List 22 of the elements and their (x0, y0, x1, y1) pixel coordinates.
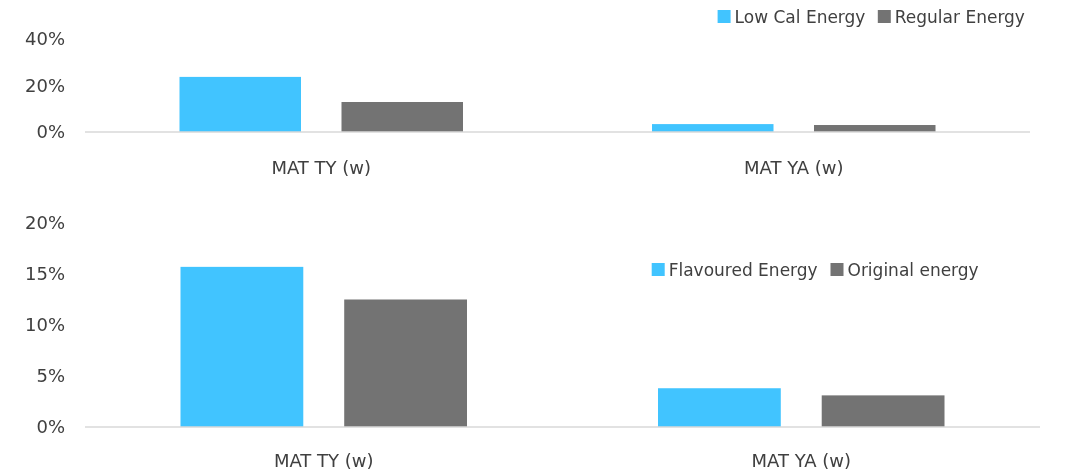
bar (344, 299, 467, 427)
y-tick-label: 15% (24, 263, 65, 285)
x-tick-label: MAT YA (w) (751, 450, 852, 472)
bar (658, 388, 781, 427)
y-tick-label: 0% (36, 121, 65, 143)
y-tick-label: 0% (36, 416, 65, 438)
bar (179, 76, 301, 132)
bar (180, 266, 304, 427)
bar (821, 395, 945, 427)
legend-label: Flavoured Energy (668, 259, 818, 280)
x-tick-label: MAT TY (w) (271, 157, 372, 179)
y-tick-label: 20% (24, 212, 65, 234)
x-tick-label: MAT TY (w) (273, 450, 374, 472)
y-tick-label: 5% (36, 365, 65, 387)
legend-label: Regular Energy (894, 6, 1025, 27)
x-tick-label: MAT YA (w) (743, 157, 844, 179)
y-tick-label: 10% (24, 314, 65, 336)
y-tick-label: 20% (24, 74, 65, 96)
legend-label: Original energy (847, 259, 979, 280)
y-tick-label: 40% (24, 28, 65, 50)
bar (341, 102, 463, 132)
legend-label: Low Cal Energy (734, 6, 866, 27)
